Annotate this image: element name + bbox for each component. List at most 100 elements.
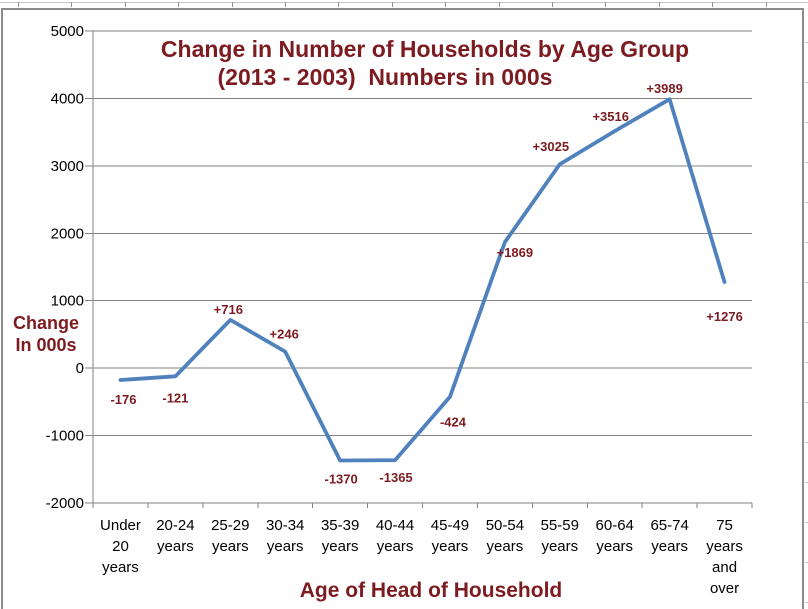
spreadsheet-column-tick bbox=[285, 2, 286, 7]
x-axis-title: Age of Head of Household bbox=[299, 579, 563, 602]
x-category-label-8-line-1: years bbox=[541, 538, 578, 555]
chart-title: Change in Number of Households by Age Gr… bbox=[160, 36, 690, 62]
x-category-label-8: 55-59 years bbox=[541, 517, 579, 555]
spreadsheet-row-stub bbox=[805, 82, 808, 83]
x-category-label-5-line-0: 40-44 bbox=[376, 517, 414, 534]
chart-subtitle: (2013 - 2003) Numbers in 000s bbox=[217, 64, 553, 90]
x-category-label-6-line-0: 45-49 bbox=[431, 517, 469, 534]
spreadsheet-row-stub bbox=[805, 562, 808, 563]
spreadsheet-column-tick bbox=[659, 2, 660, 7]
spreadsheet-row-line bbox=[0, 2, 808, 3]
x-category-label-5-line-1: years bbox=[377, 538, 414, 555]
spreadsheet-row-stub bbox=[805, 242, 808, 243]
x-category-label-11-line-0: 75 bbox=[716, 517, 733, 534]
spreadsheet-row-stub bbox=[805, 602, 808, 603]
data-label-5: -1365 bbox=[379, 470, 412, 485]
x-category-label-3: 30-34 years bbox=[266, 517, 304, 555]
y-axis-title-line1: Change bbox=[12, 313, 79, 333]
x-category-label-2-line-0: 25-29 bbox=[211, 517, 249, 534]
y-tick-label-3000: 3000 bbox=[51, 158, 84, 175]
x-category-label-5: 40-44 years bbox=[376, 517, 414, 555]
x-category-label-0-line-2: years bbox=[102, 559, 139, 576]
spreadsheet-column-tick bbox=[445, 2, 446, 7]
spreadsheet-column-tick bbox=[71, 2, 72, 7]
spreadsheet-row-stub bbox=[805, 282, 808, 283]
spreadsheet-right-gridline-stubs bbox=[805, 0, 808, 609]
x-category-label-10: 65-74 years bbox=[650, 517, 688, 555]
x-category-label-2-line-1: years bbox=[212, 538, 249, 555]
y-tick-label-0: 0 bbox=[76, 360, 84, 377]
spreadsheet-column-tick bbox=[499, 2, 500, 7]
x-category-label-1: 20-24 years bbox=[156, 517, 194, 555]
spreadsheet-row-stub bbox=[805, 202, 808, 203]
y-tick-label-4000: 4000 bbox=[51, 90, 84, 107]
spreadsheet-row-stub bbox=[805, 2, 808, 3]
y-tick-label--1000: -1000 bbox=[46, 428, 84, 445]
y-tick-label-2000: 2000 bbox=[51, 225, 84, 242]
spreadsheet-row-stub bbox=[805, 442, 808, 443]
spreadsheet-column-tick bbox=[338, 2, 339, 7]
spreadsheet-column-tick bbox=[178, 2, 179, 7]
x-category-label-1-line-1: years bbox=[157, 538, 194, 555]
data-label-9: +3516 bbox=[592, 109, 629, 124]
x-category-label-7-line-0: 50-54 bbox=[486, 517, 524, 534]
x-category-label-0-line-1: 20 bbox=[112, 538, 129, 555]
spreadsheet-row-stub bbox=[805, 162, 808, 163]
data-label-0: -176 bbox=[110, 392, 136, 407]
spreadsheet-column-tick bbox=[392, 2, 393, 7]
x-category-label-11-line-1: years bbox=[706, 538, 743, 555]
spreadsheet-row-stub bbox=[805, 122, 808, 123]
spreadsheet-column-tick bbox=[125, 2, 126, 7]
series-line[interactable] bbox=[118, 97, 727, 463]
data-label-1: -121 bbox=[162, 390, 188, 405]
data-label-3: +246 bbox=[270, 327, 299, 342]
x-category-label-9-line-1: years bbox=[596, 538, 633, 555]
data-label-6: -424 bbox=[440, 415, 467, 430]
x-category-label-0: Under 20 years bbox=[100, 517, 141, 576]
data-label-11: +1276 bbox=[706, 309, 743, 324]
x-category-label-3-line-0: 30-34 bbox=[266, 517, 304, 534]
spreadsheet-row-stub bbox=[805, 522, 808, 523]
x-category-label-4-line-1: years bbox=[322, 538, 359, 555]
spreadsheet-column-tick bbox=[766, 2, 767, 7]
x-category-label-4-line-0: 35-39 bbox=[321, 517, 359, 534]
spreadsheet-column-tick bbox=[18, 2, 19, 7]
x-category-label-2: 25-29 years bbox=[211, 517, 249, 555]
y-tick-label-1000: 1000 bbox=[51, 293, 84, 310]
spreadsheet-column-tick bbox=[232, 2, 233, 7]
data-label-7: +1869 bbox=[497, 245, 534, 260]
spreadsheet-top-gridline bbox=[0, 0, 808, 8]
y-axis-title-line2: In 000s bbox=[15, 335, 77, 355]
y-axis-title: Change In 000s bbox=[4, 312, 88, 356]
x-category-label-9: 60-64 years bbox=[596, 517, 634, 555]
spreadsheet-row-stub bbox=[805, 322, 808, 323]
x-category-label-1-line-0: 20-24 bbox=[156, 517, 194, 534]
spreadsheet-column-tick bbox=[605, 2, 606, 7]
data-label-2: +716 bbox=[214, 302, 243, 317]
x-category-label-3-line-1: years bbox=[267, 538, 304, 555]
x-category-label-6: 45-49 years bbox=[431, 517, 469, 555]
x-category-label-11-line-2: and bbox=[712, 559, 737, 576]
spreadsheet-row-stub bbox=[805, 42, 808, 43]
y-tick-label--2000: -2000 bbox=[46, 495, 84, 512]
y-tick-label-5000: 5000 bbox=[51, 23, 84, 40]
spreadsheet-column-tick bbox=[552, 2, 553, 7]
x-category-label-10-line-1: years bbox=[651, 538, 688, 555]
x-category-label-6-line-1: years bbox=[432, 538, 469, 555]
data-label-4: -1370 bbox=[325, 472, 358, 487]
x-category-label-0-line-0: Under bbox=[100, 517, 141, 534]
data-label-8: +3025 bbox=[533, 139, 570, 154]
chart-border bbox=[1, 8, 804, 609]
x-category-label-11: 75 years and over bbox=[706, 517, 743, 597]
spreadsheet-row-stub bbox=[805, 362, 808, 363]
spreadsheet-column-tick bbox=[712, 2, 713, 7]
x-category-label-8-line-0: 55-59 bbox=[541, 517, 579, 534]
spreadsheet-row-stub bbox=[805, 402, 808, 403]
data-label-10: +3989 bbox=[646, 81, 683, 96]
x-category-label-4: 35-39 years bbox=[321, 517, 359, 555]
x-category-label-9-line-0: 60-64 bbox=[596, 517, 634, 534]
x-category-label-7: 50-54 years bbox=[486, 517, 524, 555]
x-category-label-11-line-3: over bbox=[710, 580, 739, 597]
